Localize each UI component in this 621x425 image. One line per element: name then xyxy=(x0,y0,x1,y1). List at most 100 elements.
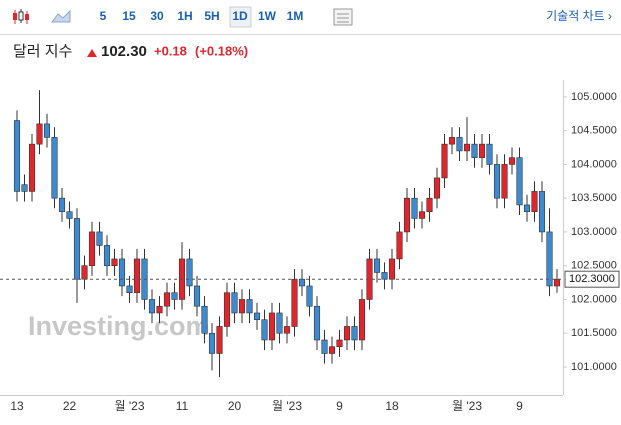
candle-body xyxy=(58,197,66,212)
interval-button[interactable]: 5H xyxy=(204,9,219,23)
y-tick-label: 103.5000 xyxy=(571,192,617,204)
x-tick-label: 9 xyxy=(336,399,343,413)
candle-body xyxy=(201,305,208,334)
candle-body xyxy=(321,339,328,354)
candle-body xyxy=(276,312,283,334)
candle-body xyxy=(118,258,126,287)
candle-body xyxy=(246,299,253,314)
candle-body xyxy=(298,278,306,287)
candle-body xyxy=(343,326,351,341)
candle-body xyxy=(133,258,141,294)
candle-body xyxy=(373,258,381,273)
up-arrow xyxy=(87,49,97,57)
x-tick-label: 월 '23 xyxy=(272,399,302,413)
candle-body xyxy=(403,197,411,233)
last-price: 102.30 xyxy=(101,43,147,60)
candle-body xyxy=(253,312,261,321)
x-tick-label: 월 '23 xyxy=(452,399,482,413)
candle-body xyxy=(538,191,546,233)
candle-body xyxy=(186,258,193,287)
x-tick-label: 22 xyxy=(63,399,77,413)
candle-body xyxy=(463,143,471,152)
candle-body xyxy=(418,211,426,219)
candle-body xyxy=(156,305,163,314)
candle-body xyxy=(126,285,133,294)
candle-body xyxy=(223,292,231,327)
candle-body xyxy=(216,326,223,354)
candle-body xyxy=(171,292,178,300)
candle-body xyxy=(531,191,538,212)
candle-body xyxy=(193,285,201,307)
candle-body xyxy=(351,326,358,341)
interval-button[interactable]: 1W xyxy=(258,9,277,23)
candle-body xyxy=(36,123,43,145)
interval-button[interactable]: 15 xyxy=(122,9,136,23)
candle-body xyxy=(103,245,111,266)
y-tick-label: 103.0000 xyxy=(571,226,617,238)
candle-body xyxy=(553,278,561,287)
area-icon[interactable] xyxy=(51,9,71,23)
candle-body xyxy=(73,218,81,280)
y-tick-label: 101.0000 xyxy=(571,361,617,373)
candle-body xyxy=(508,157,516,165)
candle-body xyxy=(523,204,531,212)
candle-body xyxy=(28,143,36,192)
candle-body xyxy=(396,231,403,260)
candle-body xyxy=(163,292,171,307)
x-tick-label: 11 xyxy=(176,399,189,413)
candle-body xyxy=(478,143,486,158)
y-tick-label: 105.0000 xyxy=(571,91,617,103)
candle-body xyxy=(13,120,21,192)
candle-body xyxy=(471,143,478,158)
x-tick-label: 9 xyxy=(516,399,523,413)
candle-body xyxy=(66,211,73,219)
candle-body xyxy=(21,184,28,192)
candle-body xyxy=(261,319,268,341)
candle-body xyxy=(43,123,51,138)
table-icon[interactable] xyxy=(333,8,353,26)
interval-button[interactable]: 1H xyxy=(177,9,192,23)
y-tick-label: 102.0000 xyxy=(571,293,617,305)
candle-icon[interactable] xyxy=(13,9,29,24)
technical-chart-link[interactable]: 기술적 차트 › xyxy=(546,9,612,23)
candle-body xyxy=(433,177,441,199)
interval-button[interactable]: 1D xyxy=(232,9,248,23)
candle-body xyxy=(456,137,463,152)
candle-body xyxy=(291,278,298,327)
candle-body xyxy=(411,197,418,219)
candle-body xyxy=(81,265,88,280)
candle-body xyxy=(426,197,433,212)
candle-body xyxy=(111,258,118,266)
candle-body xyxy=(448,137,456,145)
x-tick-label: 13 xyxy=(10,399,24,413)
change: +0.18 xyxy=(154,43,187,58)
toolbar: 5 15 30 1H 5H 1D 1W 1M 기술적 차트 › xyxy=(0,6,621,35)
x-tick-label: 월 '23 xyxy=(114,399,144,413)
candle-body xyxy=(493,164,501,199)
x-tick-label: 18 xyxy=(385,399,399,413)
quote-header: 달러 지수 102.30 +0.18 (+0.18%) xyxy=(13,43,248,60)
interval-button[interactable]: 30 xyxy=(150,9,164,23)
candle-body xyxy=(306,285,313,307)
x-tick-label: 20 xyxy=(228,399,242,413)
interval-button[interactable]: 1M xyxy=(287,9,304,23)
candle-body xyxy=(238,299,246,314)
y-tick-label: 104.5000 xyxy=(571,125,617,137)
candle-body xyxy=(336,339,343,348)
candle-body xyxy=(441,143,448,179)
interval-button[interactable]: 5 xyxy=(100,9,107,23)
candle-body xyxy=(268,312,276,341)
candle-body xyxy=(88,231,96,266)
candle-body xyxy=(208,332,216,354)
selected-interval-box xyxy=(229,6,252,28)
candle-body xyxy=(313,305,321,341)
candle-body xyxy=(388,258,396,280)
candle-body xyxy=(546,231,553,287)
y-tick-label: 102.5000 xyxy=(571,260,617,272)
candle-body xyxy=(96,231,103,246)
candle-body xyxy=(231,292,238,314)
y-tick-label: 104.0000 xyxy=(571,158,617,170)
candle-body xyxy=(148,299,156,314)
